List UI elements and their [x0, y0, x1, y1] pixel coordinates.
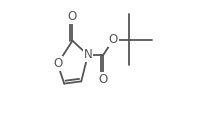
Text: O: O: [68, 10, 77, 23]
Text: O: O: [99, 73, 108, 86]
Text: O: O: [109, 33, 118, 46]
Text: N: N: [84, 49, 92, 61]
Text: O: O: [53, 57, 62, 70]
